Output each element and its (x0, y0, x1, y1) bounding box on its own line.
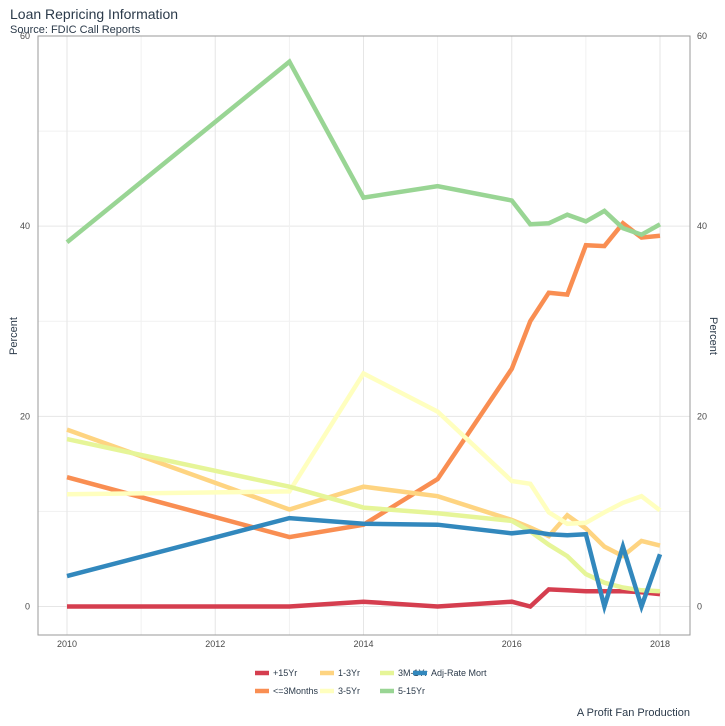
y-tick-label-left: 0 (25, 601, 30, 611)
x-tick-label: 2010 (57, 639, 77, 649)
chart-title: Loan Repricing Information (10, 6, 179, 22)
series-line-3m-1yr (66, 436, 661, 594)
plot-border (37, 35, 691, 636)
legend-label: +15Yr (273, 668, 297, 678)
x-tick-label: 2012 (205, 639, 225, 649)
legend-label: 3-5Yr (338, 686, 360, 696)
legend-label: Adj-Rate Mort (431, 668, 487, 678)
series-line-3-5yr (66, 370, 662, 527)
x-tick-label: 2018 (650, 639, 670, 649)
axis-ticks: 0 0 20 20 40 40 60 60 2010 2012 2014 2016 2018 (20, 31, 707, 649)
legend-label: 5-15Yr (398, 686, 425, 696)
series-line-5-15yr (65, 58, 662, 245)
y-tick-label-right: 20 (697, 411, 707, 421)
series-line-15yr (67, 587, 661, 609)
series-lines (65, 58, 663, 615)
series-line-adj-rate-mort (66, 515, 663, 615)
x-tick-label: 2014 (353, 639, 373, 649)
y-tick-label-left: 20 (20, 411, 30, 421)
legend-label: 3M-1Yr (398, 668, 428, 678)
y-tick-label-right: 40 (697, 221, 707, 231)
x-tick-label: 2016 (502, 639, 522, 649)
y-axis-label-right: Percent (707, 317, 719, 355)
y-tick-label-left: 60 (20, 31, 30, 41)
legend-label: 1-3Yr (338, 668, 360, 678)
grid-lines (38, 35, 690, 635)
legend: +15Yr 1-3Yr 3M-1Yr Adj-Rate Mort <=3Months 3-… (255, 668, 487, 696)
y-tick-label-right: 0 (697, 601, 702, 611)
y-axis-label-left: Percent (8, 317, 20, 355)
y-tick-label-right: 60 (697, 31, 707, 41)
legend-label: <=3Months (273, 686, 319, 696)
chart-subtitle: Source: FDIC Call Reports (10, 24, 141, 36)
y-tick-label-left: 40 (20, 221, 30, 231)
chart-caption: A Profit Fan Production (576, 707, 690, 719)
